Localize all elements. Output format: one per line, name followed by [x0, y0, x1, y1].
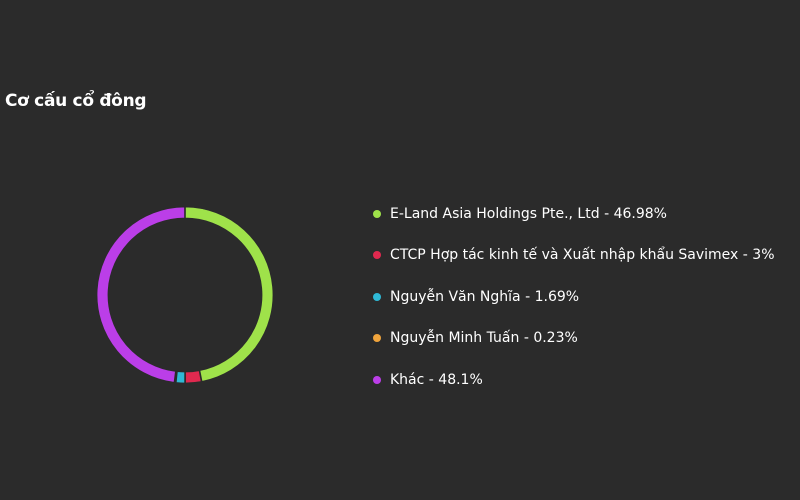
legend-label: Nguyễn Minh Tuấn [390, 330, 520, 346]
legend-separator: - [424, 371, 439, 388]
legend-value: 1.69% [534, 288, 580, 305]
donut-slice-0[interactable] [185, 206, 274, 382]
legend-dot-icon [373, 251, 381, 259]
legend-item[interactable]: Khác - 48.1% [373, 369, 775, 390]
legend-label: CTCP Hợp tác kinh tế và Xuất nhập khẩu S… [390, 247, 739, 263]
legend-value: 3% [752, 247, 775, 263]
chart-title: Cơ cấu cổ đông [5, 91, 147, 111]
legend-label: Khác [390, 371, 425, 388]
legend-value: 0.23% [533, 330, 578, 346]
legend-dot-icon [373, 375, 381, 384]
legend-separator: - [738, 247, 753, 263]
legend-item[interactable]: CTCP Hợp tác kinh tế và Xuất nhập khẩu S… [373, 245, 775, 266]
legend-separator: - [519, 330, 534, 346]
legend-item[interactable]: Nguyễn Minh Tuấn - 0.23% [373, 328, 775, 349]
legend-item[interactable]: Nguyễn Văn Nghĩa - 1.69% [373, 286, 775, 307]
donut-slice-3[interactable] [174, 371, 177, 383]
legend-label: Nguyễn Văn Nghĩa [390, 288, 521, 305]
legend-dot-icon [373, 334, 381, 342]
legend-dot-icon [373, 292, 381, 301]
donut-svg [96, 206, 274, 384]
legend-separator: - [520, 288, 535, 305]
donut-slice-2[interactable] [175, 371, 186, 384]
legend-value: 46.98% [613, 205, 667, 222]
chart-legend: E-Land Asia Holdings Pte., Ltd - 46.98% C… [373, 203, 775, 411]
legend-separator: - [599, 205, 614, 222]
legend-label: E-Land Asia Holdings Pte., Ltd [390, 205, 600, 222]
legend-value: 48.1% [438, 371, 483, 388]
legend-item[interactable]: E-Land Asia Holdings Pte., Ltd - 46.98% [373, 203, 775, 224]
donut-slice-1[interactable] [185, 370, 202, 384]
donut-chart [90, 200, 280, 390]
legend-dot-icon [373, 209, 381, 218]
donut-slice-4[interactable] [96, 206, 185, 383]
